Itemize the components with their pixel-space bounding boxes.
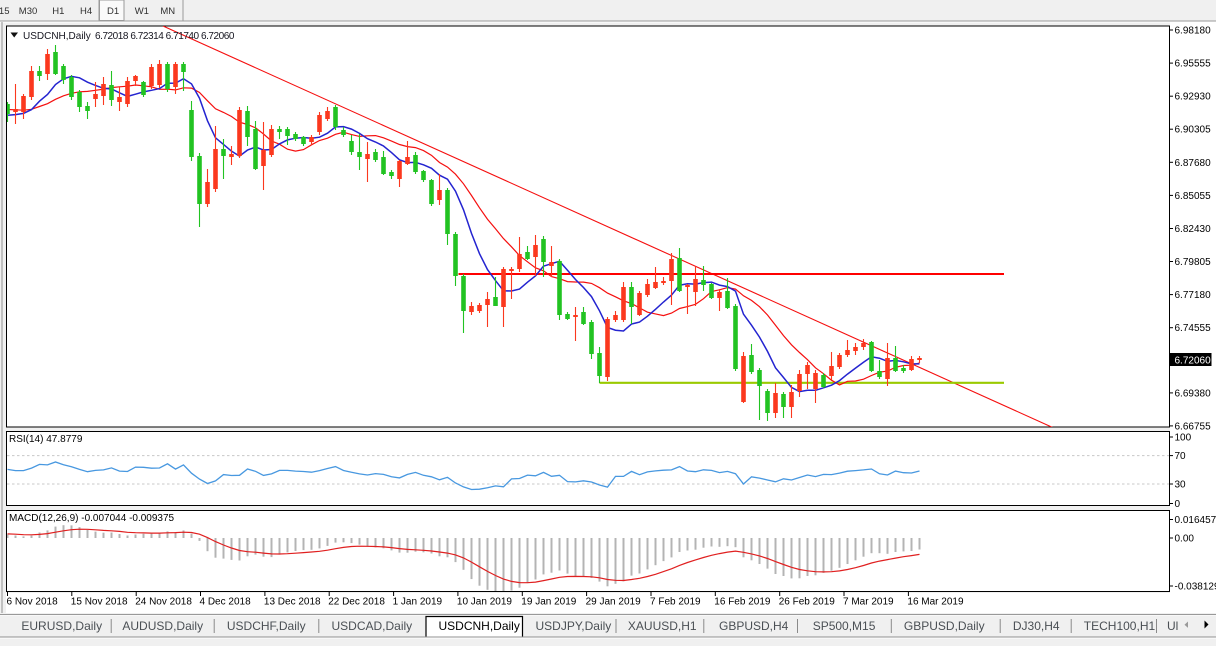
svg-text:0.016457: 0.016457: [1175, 515, 1216, 526]
svg-text:6.74555: 6.74555: [1175, 323, 1212, 334]
svg-text:30: 30: [1175, 480, 1187, 491]
svg-text:RSI(14) 47.8779: RSI(14) 47.8779: [9, 434, 83, 445]
svg-text:Ul: Ul: [1167, 619, 1178, 633]
svg-text:USDCNH,Daily: USDCNH,Daily: [439, 619, 520, 633]
svg-text:13 Dec 2018: 13 Dec 2018: [264, 597, 321, 608]
svg-text:6 Nov 2018: 6 Nov 2018: [7, 597, 59, 608]
svg-text:6.69380: 6.69380: [1175, 388, 1212, 399]
svg-text:7 Mar 2019: 7 Mar 2019: [843, 597, 894, 608]
svg-text:6.72018 6.72314 6.71740 6.7206: 6.72018 6.72314 6.71740 6.72060: [95, 31, 235, 42]
svg-text:6.66755: 6.66755: [1175, 421, 1212, 432]
svg-text:6.72060: 6.72060: [1175, 356, 1212, 367]
svg-text:0.00: 0.00: [1175, 534, 1195, 545]
svg-text:7 Feb 2019: 7 Feb 2019: [650, 597, 701, 608]
svg-text:XAUUSD,H1: XAUUSD,H1: [628, 619, 697, 633]
svg-text:6.95555: 6.95555: [1175, 59, 1212, 70]
svg-text:6.98180: 6.98180: [1175, 26, 1212, 37]
svg-text:6.92930: 6.92930: [1175, 92, 1212, 103]
svg-text:DJ30,H4: DJ30,H4: [1013, 619, 1060, 633]
svg-text:6.87680: 6.87680: [1175, 158, 1212, 169]
svg-text:100: 100: [1175, 433, 1192, 444]
svg-text:16 Mar 2019: 16 Mar 2019: [907, 597, 964, 608]
svg-text:6.79805: 6.79805: [1175, 257, 1212, 268]
svg-text:6.82430: 6.82430: [1175, 224, 1212, 235]
svg-text:TECH100,H1: TECH100,H1: [1084, 619, 1156, 633]
svg-text:D1: D1: [107, 6, 119, 17]
svg-text:70: 70: [1175, 451, 1187, 462]
svg-text:H4: H4: [80, 6, 92, 17]
svg-text:6.85055: 6.85055: [1175, 191, 1212, 202]
svg-text:10 Jan 2019: 10 Jan 2019: [457, 597, 512, 608]
svg-text:-0.038129: -0.038129: [1175, 582, 1216, 593]
svg-text:16 Feb 2019: 16 Feb 2019: [714, 597, 771, 608]
svg-text:M30: M30: [19, 6, 37, 17]
svg-text:29 Jan 2019: 29 Jan 2019: [586, 597, 641, 608]
svg-text:6.90305: 6.90305: [1175, 125, 1212, 136]
svg-text:M15: M15: [0, 6, 9, 17]
svg-text:H1: H1: [52, 6, 64, 17]
svg-text:26 Feb 2019: 26 Feb 2019: [779, 597, 836, 608]
svg-text:1 Jan 2019: 1 Jan 2019: [393, 597, 443, 608]
svg-text:USDJPY,Daily: USDJPY,Daily: [536, 619, 612, 633]
svg-text:MACD(12,26,9) -0.007044 -0.009: MACD(12,26,9) -0.007044 -0.009375: [9, 513, 175, 524]
svg-text:USDCHF,Daily: USDCHF,Daily: [227, 619, 306, 633]
svg-text:22 Dec 2018: 22 Dec 2018: [328, 597, 385, 608]
svg-text:USDCNH,Daily: USDCNH,Daily: [23, 31, 91, 42]
svg-text:15 Nov 2018: 15 Nov 2018: [71, 597, 128, 608]
svg-text:W1: W1: [135, 6, 149, 17]
svg-text:EURUSD,Daily: EURUSD,Daily: [21, 619, 102, 633]
svg-text:24 Nov 2018: 24 Nov 2018: [135, 597, 192, 608]
svg-text:0: 0: [1175, 499, 1181, 510]
svg-text:19 Jan 2019: 19 Jan 2019: [521, 597, 576, 608]
svg-text:6.77180: 6.77180: [1175, 290, 1212, 301]
svg-text:AUDUSD,Daily: AUDUSD,Daily: [122, 619, 203, 633]
svg-text:GBPUSD,H4: GBPUSD,H4: [719, 619, 789, 633]
svg-text:MN: MN: [160, 6, 175, 17]
svg-text:USDCAD,Daily: USDCAD,Daily: [332, 619, 413, 633]
svg-text:GBPUSD,Daily: GBPUSD,Daily: [904, 619, 985, 633]
svg-text:SP500,M15: SP500,M15: [813, 619, 876, 633]
svg-text:4 Dec 2018: 4 Dec 2018: [200, 597, 252, 608]
